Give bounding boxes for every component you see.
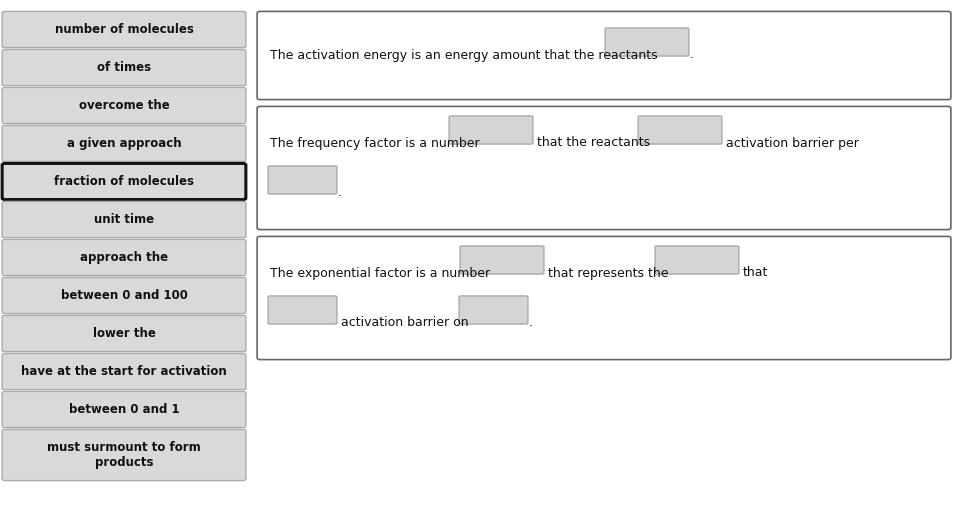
Text: number of molecules: number of molecules [55,23,194,36]
Text: fraction of molecules: fraction of molecules [54,175,194,188]
Text: approach the: approach the [80,251,168,264]
Text: activation barrier on: activation barrier on [341,317,468,329]
FancyBboxPatch shape [2,429,246,481]
FancyBboxPatch shape [2,201,246,238]
Text: overcome the: overcome the [79,99,170,112]
FancyBboxPatch shape [655,246,739,274]
Text: of times: of times [97,61,151,74]
FancyBboxPatch shape [2,277,246,313]
FancyBboxPatch shape [2,316,246,351]
FancyBboxPatch shape [2,125,246,161]
Text: lower the: lower the [93,327,155,340]
FancyBboxPatch shape [268,296,337,324]
FancyBboxPatch shape [268,166,337,194]
Text: .: . [529,317,533,329]
Text: .: . [338,187,342,199]
FancyBboxPatch shape [257,106,951,229]
Text: .: . [690,48,694,62]
FancyBboxPatch shape [2,164,246,199]
FancyBboxPatch shape [638,116,722,144]
Text: activation barrier per: activation barrier per [726,137,859,149]
FancyBboxPatch shape [257,236,951,360]
Text: a given approach: a given approach [67,137,181,150]
Text: between 0 and 1: between 0 and 1 [69,403,179,416]
FancyBboxPatch shape [605,28,689,56]
Text: that the reactants: that the reactants [537,137,650,149]
FancyBboxPatch shape [2,49,246,86]
FancyBboxPatch shape [459,296,528,324]
FancyBboxPatch shape [449,116,533,144]
Text: between 0 and 100: between 0 and 100 [60,289,188,302]
Text: unit time: unit time [94,213,154,226]
FancyBboxPatch shape [2,239,246,276]
Text: The frequency factor is a number: The frequency factor is a number [270,137,480,149]
FancyBboxPatch shape [2,353,246,390]
FancyBboxPatch shape [460,246,544,274]
FancyBboxPatch shape [257,12,951,99]
FancyBboxPatch shape [2,87,246,124]
Text: that: that [743,267,768,279]
FancyBboxPatch shape [2,12,246,47]
Text: The exponential factor is a number: The exponential factor is a number [270,267,490,279]
Text: that represents the: that represents the [548,267,669,279]
Text: The activation energy is an energy amount that the reactants: The activation energy is an energy amoun… [270,48,657,62]
Text: must surmount to form
products: must surmount to form products [47,441,201,469]
FancyBboxPatch shape [2,391,246,428]
Text: have at the start for activation: have at the start for activation [21,365,227,378]
